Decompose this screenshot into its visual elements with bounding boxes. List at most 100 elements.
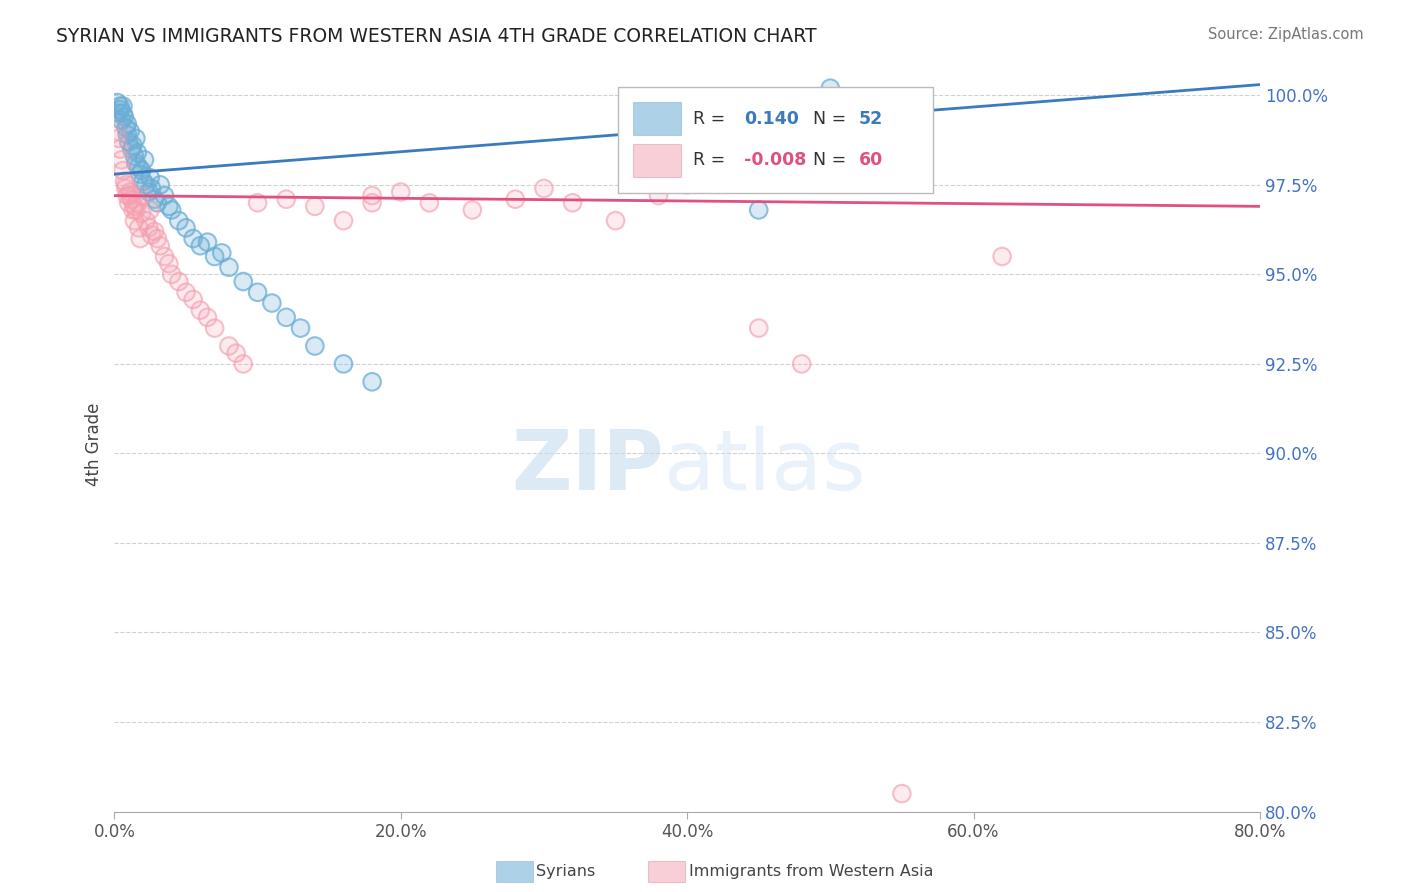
Point: [122, 202, 145, 217]
Point: [605, 213, 627, 227]
Point: [143, 224, 166, 238]
Point: [115, 181, 138, 195]
Point: [461, 202, 484, 217]
Point: [820, 81, 842, 95]
Point: [197, 310, 219, 325]
Point: [111, 99, 134, 113]
Point: [304, 339, 326, 353]
Point: [124, 149, 146, 163]
Point: [138, 185, 160, 199]
Point: [181, 231, 204, 245]
Point: [132, 188, 155, 202]
Point: [361, 188, 384, 202]
Point: [246, 195, 269, 210]
Point: [135, 178, 157, 192]
Point: [153, 188, 176, 202]
Point: [110, 113, 132, 128]
Point: [149, 178, 172, 192]
Point: [143, 192, 166, 206]
Point: [149, 238, 172, 252]
Point: [748, 321, 770, 335]
Point: [276, 310, 298, 325]
Point: [361, 375, 384, 389]
Point: [246, 285, 269, 300]
Point: [160, 202, 183, 217]
Text: Immigrants from Western Asia: Immigrants from Western Asia: [689, 864, 934, 879]
Point: [647, 188, 669, 202]
Point: [111, 99, 134, 113]
Text: Syrians: Syrians: [536, 864, 595, 879]
Point: [605, 213, 627, 227]
Point: [304, 199, 326, 213]
Point: [105, 95, 128, 110]
Point: [121, 142, 143, 156]
Point: [160, 202, 183, 217]
Text: R =: R =: [693, 110, 731, 128]
Point: [276, 192, 298, 206]
Point: [124, 199, 146, 213]
Point: [107, 106, 129, 120]
Point: [505, 192, 527, 206]
Point: [181, 293, 204, 307]
Point: [188, 238, 211, 252]
Point: [141, 227, 163, 242]
Point: [127, 195, 149, 210]
Point: [204, 250, 226, 264]
Point: [181, 293, 204, 307]
Point: [218, 339, 240, 353]
Point: [129, 231, 152, 245]
Point: [139, 170, 162, 185]
Text: 60: 60: [859, 152, 883, 169]
Point: [128, 220, 150, 235]
Point: [120, 124, 142, 138]
Point: [117, 117, 139, 131]
Point: [108, 142, 131, 156]
Point: [122, 202, 145, 217]
Point: [131, 163, 153, 178]
Point: [108, 142, 131, 156]
Point: [105, 124, 128, 138]
Point: [332, 357, 354, 371]
Point: [111, 163, 134, 178]
Point: [135, 213, 157, 227]
Point: [114, 174, 136, 188]
Point: [128, 160, 150, 174]
Point: [389, 185, 412, 199]
Point: [174, 285, 197, 300]
Point: [890, 787, 912, 801]
Text: SYRIAN VS IMMIGRANTS FROM WESTERN ASIA 4TH GRADE CORRELATION CHART: SYRIAN VS IMMIGRANTS FROM WESTERN ASIA 4…: [56, 27, 817, 45]
Point: [120, 185, 142, 199]
Point: [118, 135, 141, 149]
Point: [290, 321, 312, 335]
Point: [115, 181, 138, 195]
Point: [127, 145, 149, 160]
Text: R =: R =: [693, 152, 731, 169]
Point: [153, 188, 176, 202]
Point: [125, 202, 148, 217]
Point: [218, 260, 240, 275]
Point: [232, 357, 254, 371]
Point: [110, 113, 132, 128]
Point: [232, 357, 254, 371]
Point: [991, 250, 1014, 264]
Point: [748, 202, 770, 217]
Point: [108, 103, 131, 117]
Point: [361, 188, 384, 202]
Point: [332, 213, 354, 227]
Point: [124, 149, 146, 163]
Point: [157, 257, 180, 271]
Point: [153, 250, 176, 264]
Point: [128, 220, 150, 235]
Point: [138, 185, 160, 199]
Text: -0.008: -0.008: [744, 152, 807, 169]
Point: [820, 81, 842, 95]
Point: [149, 178, 172, 192]
Point: [246, 285, 269, 300]
Point: [188, 303, 211, 318]
Point: [225, 346, 247, 360]
Point: [174, 220, 197, 235]
Point: [107, 131, 129, 145]
Point: [125, 202, 148, 217]
Point: [146, 231, 169, 245]
Text: 0.140: 0.140: [744, 110, 799, 128]
